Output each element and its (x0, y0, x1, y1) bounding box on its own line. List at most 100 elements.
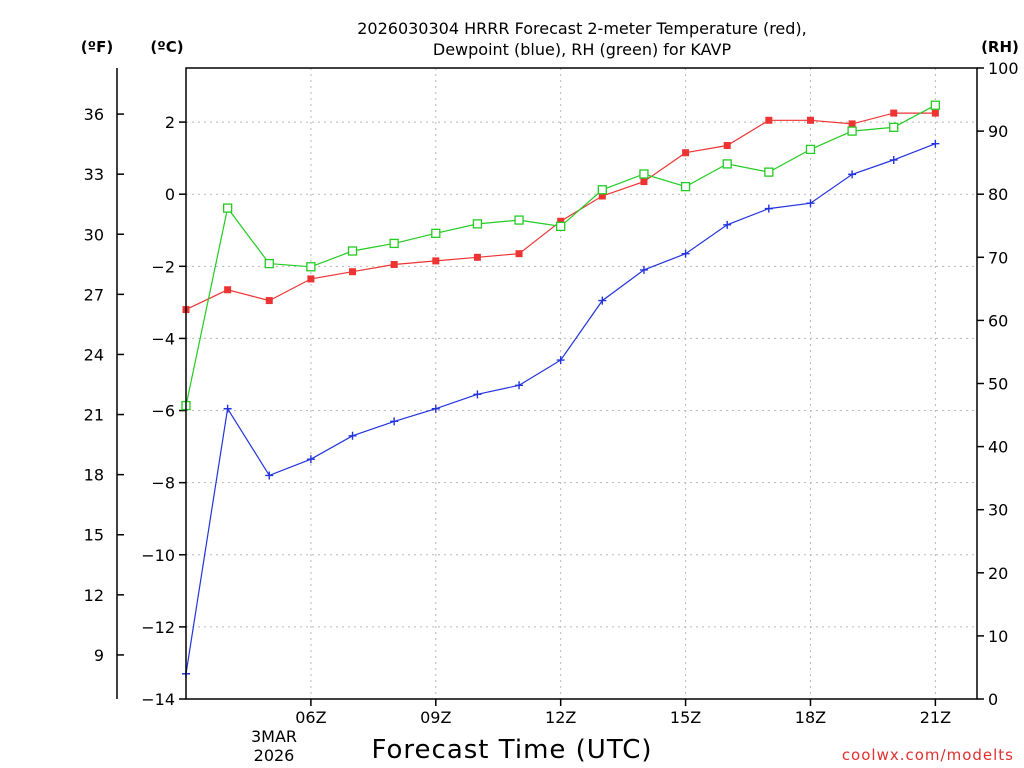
dewpoint-point (848, 170, 857, 179)
dewpoint-point (390, 417, 399, 426)
rh-point (805, 144, 816, 155)
rh-point (347, 246, 358, 256)
celsius-tick-label: −2 (151, 257, 175, 276)
2-meter-temperature-point (432, 257, 440, 265)
x-tick-label: 06Z (295, 708, 326, 727)
dewpoint-point (681, 249, 690, 258)
rh-point (556, 221, 566, 232)
fahrenheit-unit-label: (ºF) (81, 38, 113, 56)
celsius-tick-label: 0 (165, 185, 175, 204)
2-meter-temperature-point (390, 261, 398, 269)
2-meter-temperature-point (682, 149, 690, 157)
2-meter-temperature-point (307, 275, 315, 283)
celsius-tick-label: 2 (165, 113, 175, 132)
rh-point (764, 167, 774, 177)
2-meter-temperature-point (557, 217, 565, 225)
x-tick-label: 18Z (795, 708, 826, 727)
2-meter-temperature-point (473, 253, 481, 261)
2-meter-temperature-point (598, 192, 606, 200)
rh-tick-label: 10 (988, 627, 1008, 646)
2-meter-temperature-point (931, 109, 939, 117)
rh-point (431, 228, 441, 238)
rh-tick-label: 40 (988, 438, 1008, 457)
rh-tick-label: 90 (988, 122, 1008, 141)
rh-tick-label: 80 (988, 185, 1008, 204)
dewpoint-point (639, 265, 648, 274)
fahrenheit-tick-label: 15 (84, 526, 104, 545)
fahrenheit-tick-label: 30 (84, 225, 104, 244)
2-meter-temperature-line (185, 112, 936, 311)
chart-title-line-1: 2026030304 HRRR Forecast 2-meter Tempera… (357, 19, 807, 38)
date-label-year: 2026 (254, 746, 295, 765)
dewpoint-point (764, 204, 773, 213)
rh-tick-label: 60 (988, 311, 1008, 330)
2-meter-temperature-point (515, 250, 523, 258)
axis-layer: 06Z 09Z 12Z 15Z 18Z 21Z20−2−4−6−8−10−12−14363… (84, 59, 1019, 727)
x-tick-label: 09Z (420, 708, 451, 727)
date-label-day: 3MAR (251, 727, 297, 746)
rh-point (514, 215, 524, 225)
rh-point (722, 159, 732, 169)
x-tick-label: 12Z (545, 708, 576, 727)
rh-point (306, 262, 316, 272)
source-credit: coolwx.com/modelts (842, 746, 1014, 764)
fahrenheit-tick-label: 21 (84, 406, 104, 425)
2-meter-temperature-point (806, 116, 814, 124)
celsius-tick-label: −6 (151, 402, 175, 421)
2-meter-temperature-point (640, 178, 648, 186)
dewpoint-point (473, 390, 482, 399)
dewpoint-point (931, 139, 940, 148)
rh-tick-label: 30 (988, 501, 1008, 520)
fahrenheit-tick-label: 33 (84, 165, 104, 184)
rh-point (680, 181, 691, 192)
rh-point (222, 203, 233, 213)
2-meter-temperature-point (848, 120, 856, 128)
fahrenheit-tick-label: 18 (84, 466, 104, 485)
2-meter-temperature-point (765, 116, 773, 124)
rh-point (472, 219, 483, 229)
x-tick-label: 15Z (670, 708, 701, 727)
rh-point (930, 100, 941, 110)
fahrenheit-tick-label: 36 (84, 105, 104, 124)
plot-frame (185, 67, 978, 700)
chart-title-line-2: Dewpoint (blue), RH (green) for KAVP (433, 40, 732, 59)
dewpoint-point (889, 155, 898, 164)
fahrenheit-tick-label: 9 (94, 646, 104, 665)
x-tick-label: 21Z (920, 708, 951, 727)
2-meter-temperature-point (723, 142, 731, 150)
rh-tick-label: 0 (988, 690, 998, 709)
dewpoint-point (515, 381, 524, 390)
dewpoint-point (431, 404, 440, 413)
celsius-tick-label: −8 (151, 474, 175, 493)
rh-point (889, 122, 899, 132)
dewpoint-point (223, 404, 232, 413)
2-meter-temperature-point (890, 109, 898, 117)
dewpoint-point (723, 220, 732, 229)
2-meter-temperature-point (265, 297, 273, 305)
rh-tick-label: 50 (988, 375, 1008, 394)
celsius-tick-label: −10 (141, 546, 175, 565)
celsius-tick-label: −4 (151, 329, 175, 348)
dewpoint-point (306, 455, 315, 464)
series-layer (181, 100, 941, 678)
celsius-tick-label: −14 (141, 690, 175, 709)
rh-point (847, 126, 857, 136)
rh-tick-label: 20 (988, 564, 1008, 583)
dewpoint-point (265, 471, 274, 480)
celsius-unit-label: (ºC) (150, 38, 183, 56)
rh-point (264, 258, 274, 269)
rh-unit-label: (RH) (981, 38, 1019, 56)
2-meter-temperature-point (349, 268, 357, 276)
rh-point (389, 238, 399, 249)
dewpoint-point (348, 431, 357, 440)
2-meter-temperature-point (224, 286, 232, 294)
x-axis-title: Forecast Time (UTC) (371, 735, 652, 765)
grid-layer (186, 68, 977, 699)
fahrenheit-tick-label: 12 (84, 586, 104, 605)
dewpoint-point (806, 199, 815, 208)
celsius-tick-label: −12 (141, 618, 175, 637)
rh-tick-label: 100 (988, 59, 1019, 78)
fahrenheit-tick-label: 24 (84, 345, 104, 364)
rh-point (597, 185, 607, 195)
